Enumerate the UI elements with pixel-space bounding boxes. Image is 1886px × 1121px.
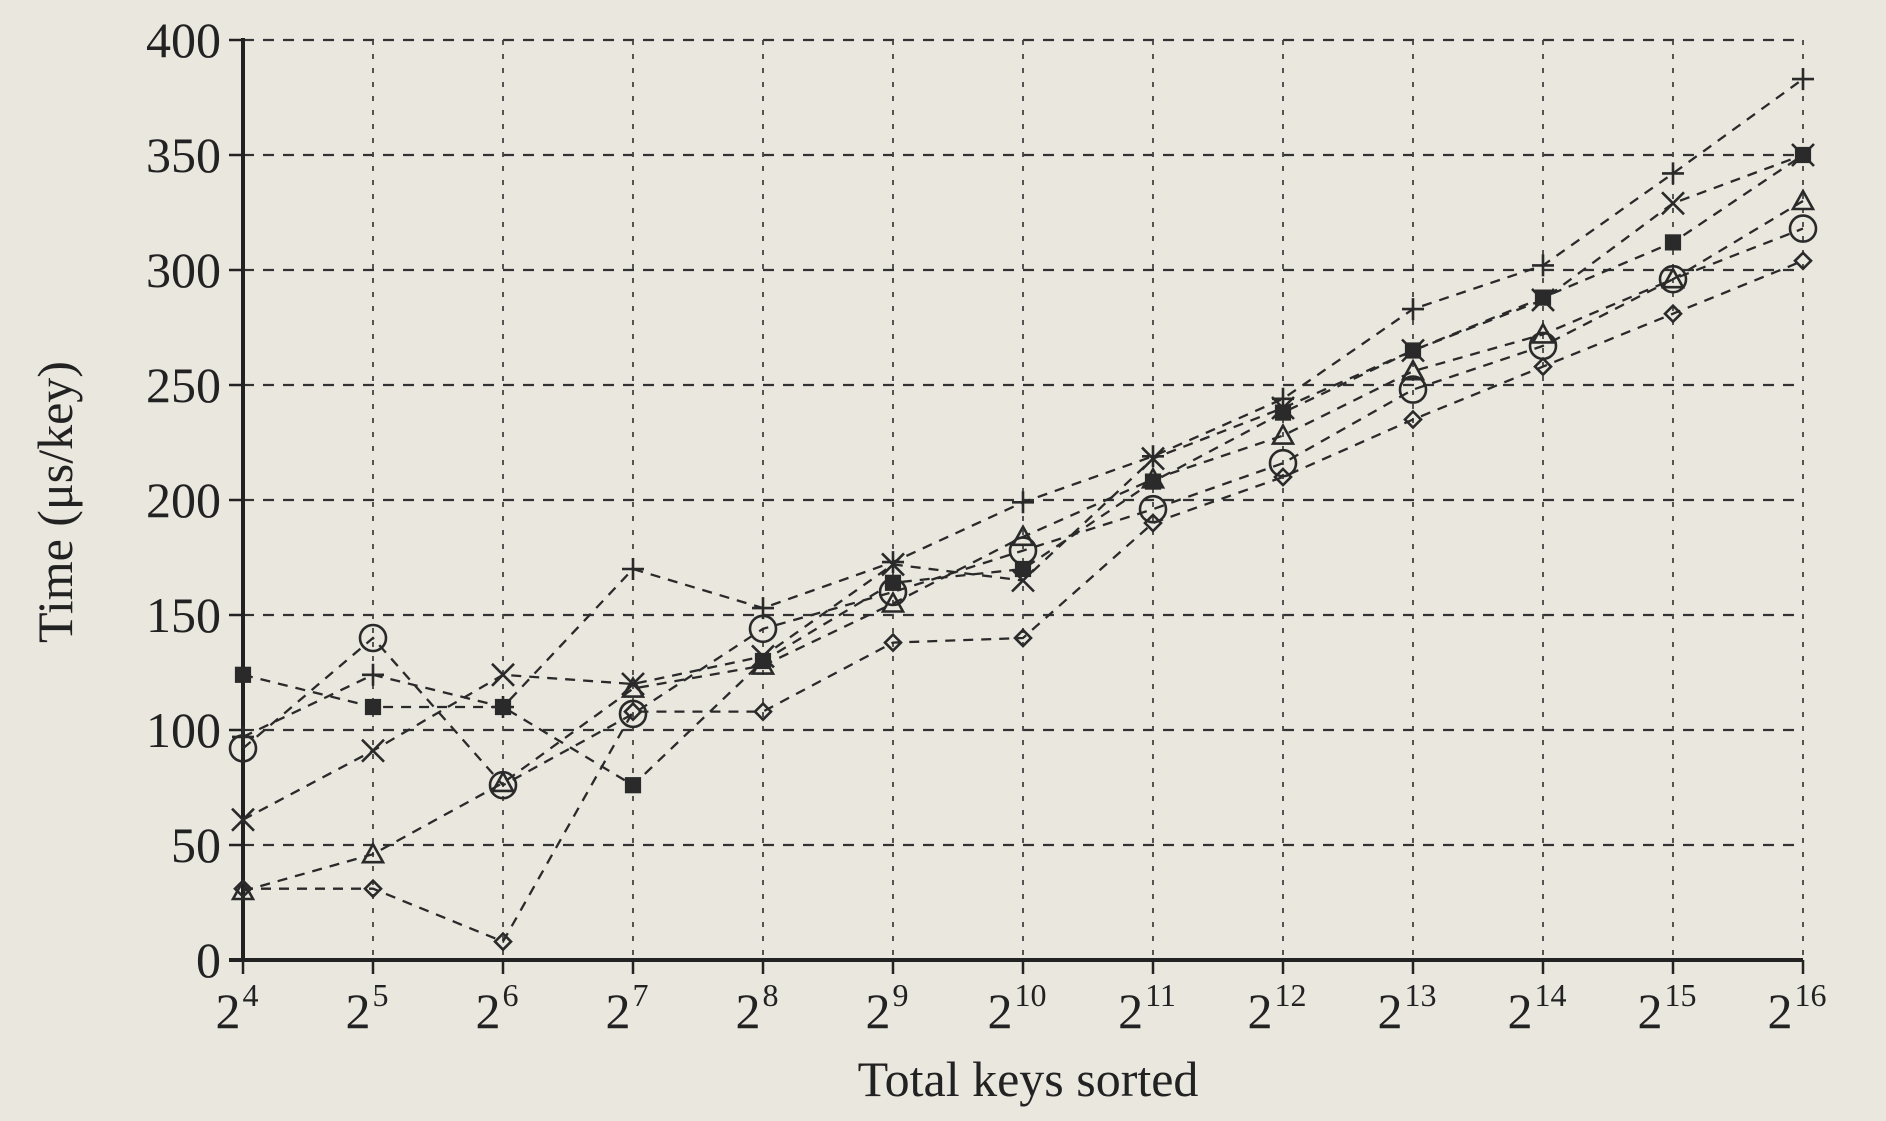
data-point-diamond — [363, 878, 383, 899]
data-point-diamond — [493, 931, 513, 952]
data-point-square — [624, 777, 642, 794]
x-tick-label: 211 — [1118, 977, 1176, 1039]
series-markers — [228, 68, 1818, 952]
x-tick-labels: 24 25 26 27 28 29 210 211 212 213 214 215 216 — [216, 977, 1827, 1039]
x-tick-label: 25 — [346, 977, 389, 1039]
series-line-diamond — [243, 259, 1804, 944]
data-point-triangle — [1010, 524, 1036, 547]
data-point-cross — [491, 662, 515, 687]
data-point-plus — [1402, 298, 1424, 321]
data-point-circle — [228, 734, 258, 763]
x-tick-label: 216 — [1768, 977, 1827, 1039]
x-tick-label: 24 — [216, 977, 259, 1039]
data-point-circle — [1268, 448, 1298, 478]
data-point-plus — [882, 551, 904, 574]
data-point-diamond — [1533, 356, 1553, 377]
y-tick-label: 50 — [171, 817, 221, 873]
data-point-square — [1664, 234, 1682, 251]
data-point-plus — [1662, 162, 1684, 185]
y-tick-label: 300 — [146, 242, 221, 298]
data-point-plus — [1792, 68, 1814, 91]
y-tick-label: 350 — [146, 127, 221, 183]
data-point-circle — [358, 623, 388, 653]
data-point-square — [1274, 404, 1292, 421]
axes — [229, 38, 1805, 974]
x-tick-label: 26 — [476, 977, 519, 1039]
data-point-cross — [231, 807, 255, 832]
x-tick-label: 27 — [606, 977, 649, 1039]
data-point-plus — [1012, 491, 1034, 514]
data-point-triangle — [750, 652, 776, 675]
grid — [243, 38, 1804, 960]
data-point-circle — [878, 577, 908, 607]
data-point-diamond — [233, 878, 253, 899]
x-tick-label: 214 — [1508, 977, 1567, 1039]
data-point-triangle — [1790, 188, 1816, 211]
data-point-plus — [362, 663, 384, 686]
series-line-circle — [242, 227, 1804, 787]
data-point-square — [1014, 560, 1032, 578]
data-point-square — [1534, 289, 1552, 306]
y-tick-label: 200 — [146, 472, 221, 528]
data-point-diamond — [1663, 303, 1683, 324]
y-tick-label: 150 — [146, 587, 221, 643]
x-tick-label: 215 — [1638, 977, 1697, 1039]
data-point-circle — [1398, 375, 1428, 404]
data-point-triangle — [620, 675, 646, 698]
data-point-diamond — [1403, 409, 1423, 430]
data-point-square — [364, 698, 382, 716]
data-point-plus — [1142, 445, 1164, 468]
data-point-square — [1794, 146, 1812, 164]
data-point-diamond — [1273, 467, 1293, 487]
data-point-circle — [1788, 214, 1818, 243]
x-tick-label: 210 — [988, 977, 1047, 1039]
data-point-diamond — [883, 632, 903, 653]
y-tick-label: 0 — [196, 932, 221, 988]
data-point-triangle — [490, 770, 516, 793]
data-point-plus — [1532, 254, 1554, 277]
y-tick-label: 250 — [146, 357, 221, 413]
data-point-diamond — [1793, 250, 1813, 271]
data-point-cross — [361, 738, 385, 763]
data-point-cross — [1141, 446, 1165, 471]
data-point-diamond — [1143, 513, 1163, 533]
data-point-plus — [622, 558, 644, 580]
data-point-triangle — [880, 590, 906, 613]
x-tick-label: 28 — [736, 977, 779, 1039]
y-tick-label: 400 — [146, 12, 221, 68]
x-tick-label: 212 — [1248, 977, 1307, 1039]
data-point-triangle — [360, 841, 386, 864]
y-tick-labels: 0 50 100 150 200 250 300 350 400 — [146, 12, 221, 988]
data-point-circle — [618, 699, 648, 729]
y-tick-label: 100 — [146, 702, 221, 758]
data-point-cross — [1661, 191, 1685, 216]
x-tick-label: 213 — [1378, 977, 1437, 1039]
data-point-circle — [488, 770, 518, 800]
data-point-circle — [1008, 536, 1038, 565]
data-point-square — [234, 666, 252, 683]
data-point-square — [1404, 342, 1422, 359]
data-point-cross — [881, 552, 905, 577]
data-point-triangle — [1660, 266, 1686, 289]
data-point-triangle — [1270, 422, 1296, 445]
data-point-circle — [1658, 264, 1688, 294]
data-point-square — [494, 698, 512, 716]
data-point-circle — [1138, 494, 1168, 524]
x-axis-title: Total keys sorted — [858, 1051, 1199, 1107]
data-point-diamond — [1013, 628, 1033, 648]
data-point-circle — [748, 614, 778, 644]
data-point-diamond — [623, 701, 643, 722]
series-line-square — [242, 154, 1804, 787]
y-axis-title: Time (μs/key) — [27, 361, 83, 643]
x-tick-label: 29 — [866, 977, 909, 1039]
data-point-triangle — [1140, 466, 1166, 489]
data-point-diamond — [753, 701, 773, 722]
data-point-triangle — [1400, 358, 1426, 381]
